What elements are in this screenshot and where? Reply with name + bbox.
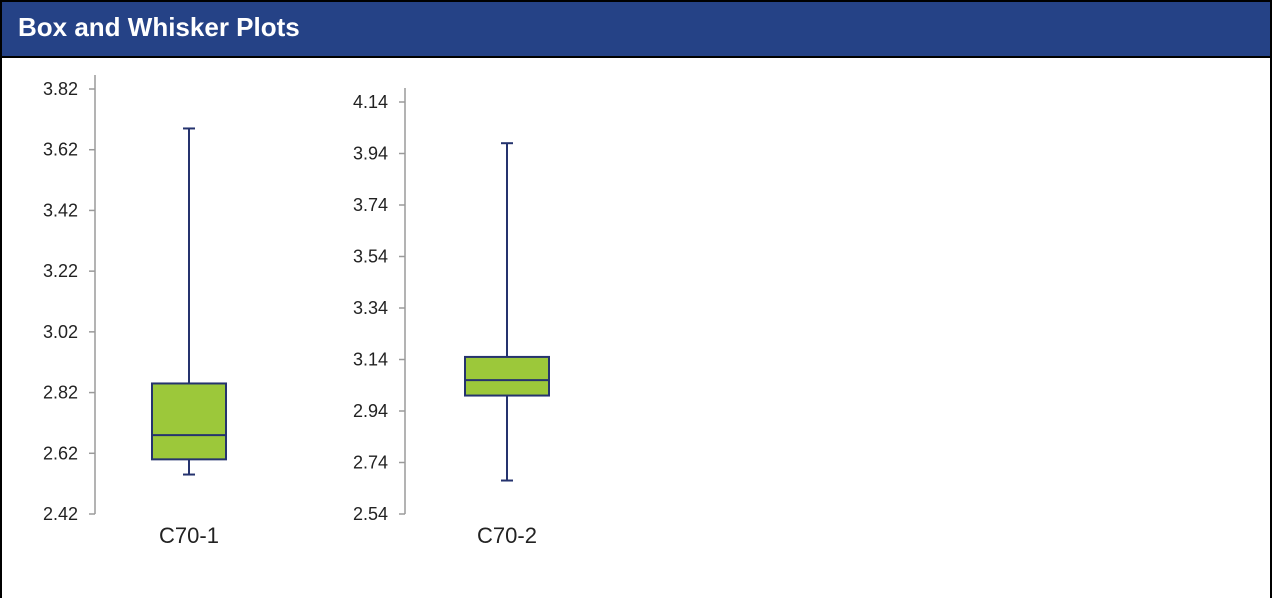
y-tick-label: 2.74: [353, 453, 388, 473]
y-tick-label: 3.14: [353, 350, 388, 370]
y-tick-label: 2.62: [43, 443, 78, 463]
y-tick-label: 3.82: [43, 79, 78, 99]
y-tick-label: 2.42: [43, 504, 78, 524]
y-tick-label: 3.74: [353, 195, 388, 215]
page-title: Box and Whisker Plots: [18, 12, 300, 42]
category-label: C70-2: [477, 523, 537, 548]
y-tick-label: 2.82: [43, 383, 78, 403]
iqr-box: [151, 382, 227, 461]
y-tick-label: 2.54: [353, 504, 388, 524]
category-label: C70-1: [159, 523, 219, 548]
y-tick-label: 3.02: [43, 322, 78, 342]
y-tick-label: 4.14: [353, 92, 388, 112]
y-tick-label: 3.94: [353, 144, 388, 164]
y-tick-label: 3.62: [43, 140, 78, 160]
y-tick-label: 3.42: [43, 200, 78, 220]
iqr-box: [464, 355, 550, 397]
y-tick-label: 2.94: [353, 401, 388, 421]
y-tick-label: 3.34: [353, 298, 388, 318]
title-bar: Box and Whisker Plots: [2, 2, 1270, 58]
y-tick-label: 3.22: [43, 261, 78, 281]
y-tick-label: 3.54: [353, 247, 388, 267]
